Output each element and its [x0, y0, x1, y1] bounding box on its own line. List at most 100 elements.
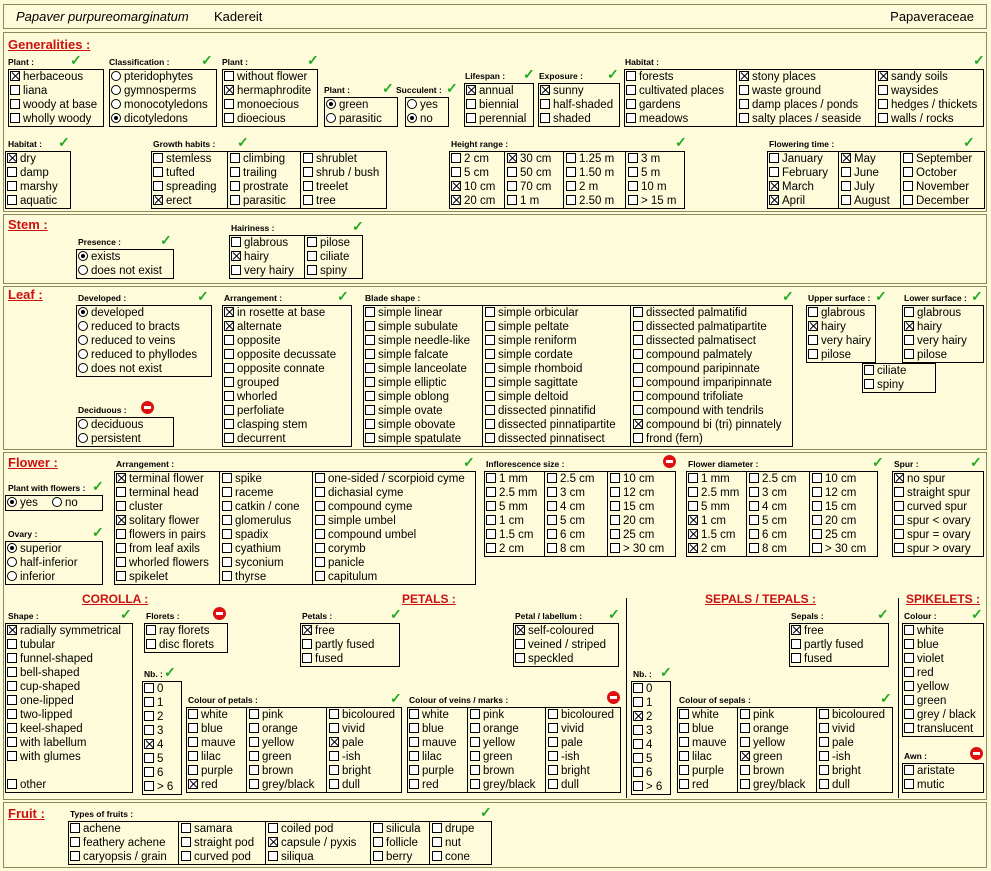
- checkbox-6[interactable]: 6: [144, 766, 163, 780]
- checkbox-20-cm[interactable]: 20 cm: [812, 514, 856, 528]
- checkbox-icon[interactable]: [181, 823, 191, 833]
- checkbox-parasitic[interactable]: parasitic: [230, 194, 286, 208]
- checkbox-icon[interactable]: [547, 529, 557, 539]
- checkbox-one-sided-scorpioid-cyme[interactable]: one-sided / scorpioid cyme: [315, 472, 465, 486]
- checkbox-stemless[interactable]: stemless: [153, 152, 211, 166]
- checkbox-icon[interactable]: [365, 377, 375, 387]
- checkbox-icon[interactable]: [904, 667, 914, 677]
- checkbox-icon[interactable]: [894, 515, 904, 525]
- checkbox-icon[interactable]: [819, 751, 829, 761]
- checkbox-icon[interactable]: [904, 695, 914, 705]
- checkbox-translucent[interactable]: translucent: [904, 722, 973, 736]
- checkbox-icon[interactable]: [470, 779, 480, 789]
- checkbox-4[interactable]: 4: [144, 738, 163, 752]
- checkbox-icon[interactable]: [230, 195, 240, 205]
- checkbox-icon[interactable]: [144, 683, 154, 693]
- checkbox-lilac[interactable]: lilac: [188, 750, 221, 764]
- checkbox-5-m[interactable]: 5 m: [628, 166, 660, 180]
- checkbox-icon[interactable]: [144, 753, 154, 763]
- checkbox-icon[interactable]: [365, 433, 375, 443]
- checkbox-silicula[interactable]: silicula: [373, 822, 421, 836]
- checkbox-december[interactable]: December: [903, 194, 969, 208]
- checkbox-0[interactable]: 0: [144, 682, 163, 696]
- checkbox-disc-florets[interactable]: disc florets: [146, 638, 214, 652]
- checkbox-icon[interactable]: [153, 181, 163, 191]
- checkbox-tufted[interactable]: tufted: [153, 166, 195, 180]
- checkbox-speckled[interactable]: speckled: [515, 652, 573, 666]
- checkbox-icon[interactable]: [769, 181, 779, 191]
- checkbox-simple-falcate[interactable]: simple falcate: [365, 348, 448, 362]
- checkbox-dull[interactable]: dull: [548, 778, 579, 792]
- checkbox-icon[interactable]: [230, 167, 240, 177]
- checkbox-icon[interactable]: [610, 543, 620, 553]
- checkbox-icon[interactable]: [633, 391, 643, 401]
- checkbox-orange[interactable]: orange: [470, 722, 519, 736]
- radio-icon[interactable]: [78, 251, 88, 261]
- checkbox-icon[interactable]: [769, 167, 779, 177]
- checkbox-salty-places-seaside[interactable]: salty places / seaside: [739, 112, 861, 126]
- checkbox-icon[interactable]: [769, 153, 779, 163]
- checkbox-pale[interactable]: pale: [329, 736, 364, 750]
- checkbox-simple-peltate[interactable]: simple peltate: [485, 320, 569, 334]
- checkbox-simple-elliptic[interactable]: simple elliptic: [365, 376, 446, 390]
- checkbox-icon[interactable]: [904, 681, 914, 691]
- checkbox-icon[interactable]: [633, 307, 643, 317]
- checkbox-spike[interactable]: spike: [222, 472, 262, 486]
- checkbox-trailing[interactable]: trailing: [230, 166, 277, 180]
- checkbox-icon[interactable]: [432, 823, 442, 833]
- checkbox-icon[interactable]: [808, 307, 818, 317]
- checkbox-icon[interactable]: [688, 543, 698, 553]
- checkbox-1[interactable]: 1: [633, 696, 652, 710]
- checkbox-3[interactable]: 3: [633, 724, 652, 738]
- checkbox-icon[interactable]: [548, 723, 558, 733]
- radio-exists[interactable]: exists: [78, 250, 120, 264]
- checkbox-siliqua[interactable]: siliqua: [268, 850, 314, 864]
- checkbox-icon[interactable]: [470, 765, 480, 775]
- checkbox-icon[interactable]: [878, 85, 888, 95]
- radio-dicotyledons[interactable]: dicotyledons: [111, 112, 188, 126]
- checkbox-icon[interactable]: [679, 779, 689, 789]
- checkbox-straight-spur[interactable]: straight spur: [894, 486, 970, 500]
- checkbox-alternate[interactable]: alternate: [224, 320, 282, 334]
- checkbox-icon[interactable]: [610, 515, 620, 525]
- radio-icon[interactable]: [407, 113, 417, 123]
- checkbox-icon[interactable]: [230, 153, 240, 163]
- checkbox-icon[interactable]: [548, 765, 558, 775]
- radio-half-inferior[interactable]: half-inferior: [7, 556, 78, 570]
- radio-icon[interactable]: [78, 265, 88, 275]
- checkbox-blue[interactable]: blue: [679, 722, 714, 736]
- checkbox-simple-reniform[interactable]: simple reniform: [485, 334, 577, 348]
- checkbox-icon[interactable]: [7, 779, 17, 789]
- checkbox-april[interactable]: April: [769, 194, 805, 208]
- checkbox-icon[interactable]: [485, 405, 495, 415]
- checkbox-no-spur[interactable]: no spur: [894, 472, 945, 486]
- checkbox-icon[interactable]: [894, 487, 904, 497]
- checkbox-icon[interactable]: [547, 515, 557, 525]
- checkbox-icon[interactable]: [249, 737, 259, 747]
- checkbox-icon[interactable]: [451, 181, 461, 191]
- checkbox-lilac[interactable]: lilac: [409, 750, 442, 764]
- checkbox-1[interactable]: 1: [144, 696, 163, 710]
- checkbox-icon[interactable]: [903, 181, 913, 191]
- checkbox-icon[interactable]: [515, 625, 525, 635]
- checkbox-icon[interactable]: [188, 723, 198, 733]
- checkbox-icon[interactable]: [547, 487, 557, 497]
- checkbox-2-5-cm[interactable]: 2.5 cm: [749, 472, 797, 486]
- checkbox-sandy-soils[interactable]: sandy soils: [878, 70, 948, 84]
- checkbox-icon[interactable]: [904, 639, 914, 649]
- checkbox-icon[interactable]: [878, 99, 888, 109]
- checkbox-icon[interactable]: [566, 181, 576, 191]
- checkbox-grey-black[interactable]: grey/black: [470, 778, 535, 792]
- checkbox-october[interactable]: October: [903, 166, 957, 180]
- checkbox-icon[interactable]: [486, 473, 496, 483]
- checkbox-icon[interactable]: [365, 419, 375, 429]
- checkbox-icon[interactable]: [812, 543, 822, 553]
- checkbox-woody-at-base[interactable]: woody at base: [10, 98, 97, 112]
- checkbox-icon[interactable]: [409, 723, 419, 733]
- checkbox-ish[interactable]: -ish: [819, 750, 851, 764]
- checkbox-damp[interactable]: damp: [7, 166, 49, 180]
- checkbox-icon[interactable]: [116, 571, 126, 581]
- checkbox-icon[interactable]: [451, 167, 461, 177]
- checkbox-gardens[interactable]: gardens: [626, 98, 681, 112]
- radio-icon[interactable]: [111, 71, 121, 81]
